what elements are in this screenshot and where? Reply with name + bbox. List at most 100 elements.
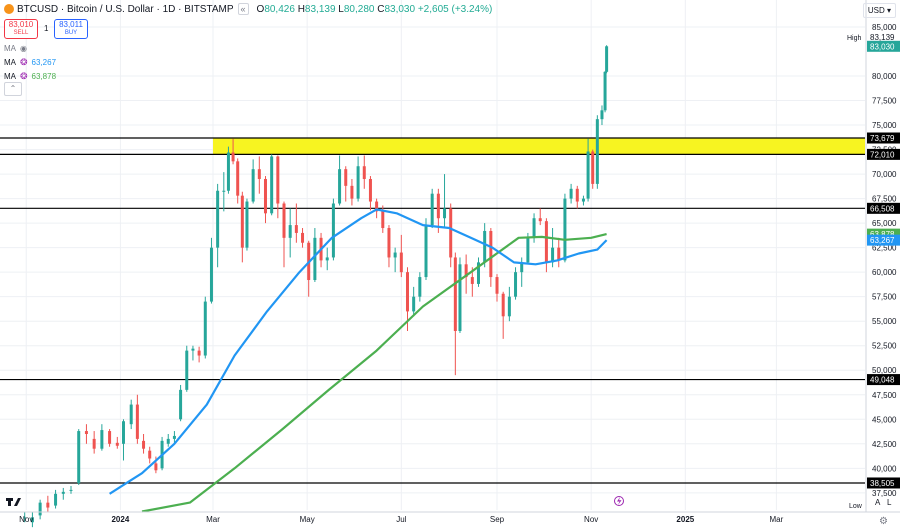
candle-body <box>424 225 428 278</box>
candle-body <box>240 195 244 248</box>
x-tick-label: Sep <box>490 515 505 524</box>
y-tick-label: 40,000 <box>872 464 897 473</box>
last-price-label: 83,030 <box>870 42 895 51</box>
candle-body <box>313 237 317 281</box>
candle-body <box>288 225 292 238</box>
candle-body <box>362 166 366 179</box>
candle-body <box>148 450 152 459</box>
ma-green-line[interactable] <box>141 233 607 513</box>
settings-gear-icon[interactable]: ⚙ <box>879 516 888 527</box>
candle-body <box>458 264 462 332</box>
ohlc-high: 83,139 <box>304 3 336 15</box>
candle-body <box>405 272 409 312</box>
candle-body <box>251 169 255 202</box>
candle-body <box>209 247 213 302</box>
chart-header: BTCUSD · Bitcoin / U.S. Dollar · 1D · BI… <box>0 0 492 18</box>
candle-body <box>325 257 329 261</box>
candle-body <box>185 350 189 390</box>
level-price-label-bg <box>867 374 900 386</box>
indicator-ma-hidden[interactable]: MA ◉ <box>4 43 27 53</box>
candle-body <box>222 190 226 192</box>
candle-body <box>142 440 146 449</box>
candle-body <box>282 203 286 238</box>
candle-body <box>108 431 112 444</box>
y-tick-label: 50,000 <box>872 366 897 375</box>
tradingview-logo-slash <box>14 498 21 506</box>
indicator-ma-blue[interactable]: MA ❂ 63,267 <box>4 56 57 67</box>
symbol-title[interactable]: BTCUSD · Bitcoin / U.S. Dollar · 1D · BI… <box>17 3 234 15</box>
candle-body <box>69 489 73 491</box>
x-tick-label: Mar <box>206 515 220 524</box>
chevron-up-icon[interactable]: ⌃ <box>4 82 22 96</box>
log-scale-button[interactable]: L <box>887 498 892 507</box>
level-price-label: 66,508 <box>870 204 895 213</box>
candle-body <box>449 208 453 258</box>
candle-body <box>38 502 42 516</box>
candle-body <box>514 272 518 297</box>
candle-body <box>115 442 119 446</box>
candle-body <box>135 404 139 439</box>
bitcoin-logo-icon <box>4 4 14 14</box>
candle-body <box>495 277 499 294</box>
candle-body <box>197 350 201 356</box>
y-tick-label: 77,500 <box>872 97 897 106</box>
y-tick-label: 80,000 <box>872 72 897 81</box>
chevron-left-icon[interactable]: « <box>237 3 249 15</box>
candle-body <box>603 71 607 111</box>
candle-body <box>443 208 447 219</box>
ohlc-close: 83,030 <box>384 3 416 15</box>
settings-icon[interactable]: ❂ <box>20 70 28 81</box>
candle-body <box>129 404 133 425</box>
indicator-ma-green[interactable]: MA ❂ 63,878 <box>4 70 57 81</box>
tradingview-logo-icon <box>6 498 13 506</box>
lightning-icon-glyph <box>617 497 622 505</box>
candle-body <box>257 169 261 179</box>
candle-body <box>551 247 555 263</box>
x-tick-label: Nov <box>19 515 33 524</box>
candle-body <box>569 188 573 199</box>
candle-body <box>61 491 65 494</box>
ma-blue-price-label-bg <box>867 234 900 246</box>
candle-body <box>436 193 440 219</box>
candle-body <box>166 438 170 444</box>
ma-blue-value: 63,267 <box>31 57 57 67</box>
ma-blue-line[interactable] <box>109 208 608 495</box>
candle-body <box>575 188 579 202</box>
candle-body <box>563 198 567 261</box>
eye-icon[interactable]: ◉ <box>20 43 27 53</box>
resistance-zone <box>213 138 865 155</box>
candle-body <box>470 277 474 284</box>
y-tick-label: 70,000 <box>872 170 897 179</box>
candle-body <box>231 152 235 162</box>
auto-scale-button[interactable]: A <box>875 498 881 507</box>
currency-selector[interactable]: USD ▾ <box>862 3 896 18</box>
level-price-label-bg <box>867 477 900 489</box>
sell-label: SELL <box>13 30 29 36</box>
candle-body <box>54 493 58 506</box>
candle-body <box>344 169 348 186</box>
ma-blue-price-label: 63,267 <box>870 236 895 245</box>
y-tick-label: 85,000 <box>872 23 897 32</box>
candle-body <box>30 517 34 523</box>
candle-body <box>586 151 590 199</box>
sell-button[interactable]: 83,010 SELL <box>4 19 38 39</box>
candle-body <box>605 46 609 72</box>
candle-body <box>581 198 585 202</box>
y-tick-label: 65,000 <box>872 219 897 228</box>
ohlc-low: 80,280 <box>343 3 375 15</box>
candle-body <box>368 178 372 202</box>
buy-price: 83,011 <box>59 20 83 29</box>
candle-body <box>464 264 468 278</box>
level-price-label-bg <box>867 148 900 160</box>
x-tick-label: Mar <box>770 515 784 524</box>
buy-button[interactable]: 83,011 BUY <box>54 19 88 39</box>
settings-icon[interactable]: ❂ <box>20 56 28 67</box>
candle-body <box>544 221 548 263</box>
ohlc-change: +2,605 (+3.24%) <box>417 3 493 15</box>
candle-body <box>453 257 457 332</box>
candle-body <box>595 119 599 184</box>
ohlc-open: 80,426 <box>264 3 295 15</box>
candle-body <box>301 232 305 243</box>
y-tick-label: 42,500 <box>872 440 897 449</box>
